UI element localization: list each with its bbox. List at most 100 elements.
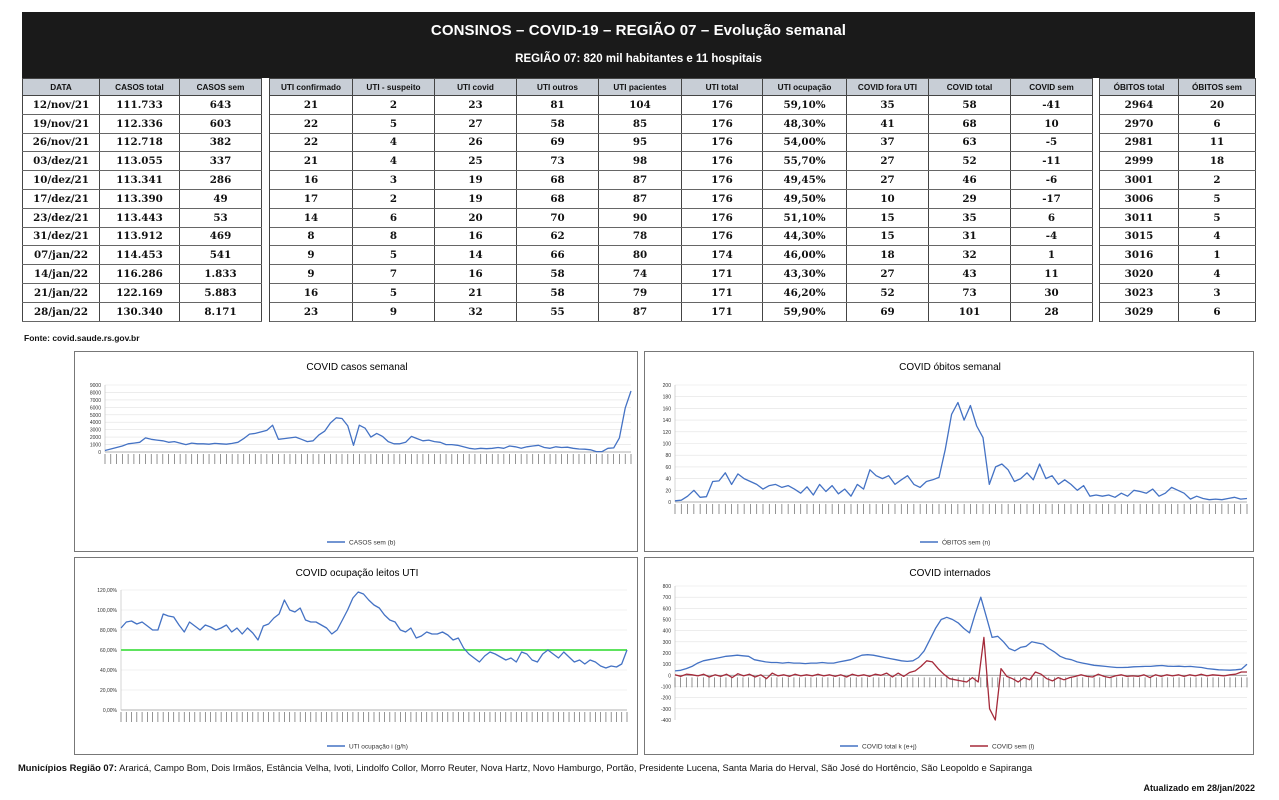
- y-tick-label: 0,00%: [103, 708, 118, 714]
- table-cell: 113.055: [99, 151, 180, 172]
- y-tick-label: 100: [663, 662, 672, 668]
- table-cell: 3006: [1099, 189, 1179, 209]
- y-tick-label: 60,00%: [100, 648, 118, 654]
- table-cell: 176: [681, 95, 763, 115]
- municipios-label: Municípios Região 07:: [18, 762, 117, 773]
- chart-title: COVID internados: [909, 568, 990, 579]
- table-cell: 176: [681, 170, 763, 190]
- table-cell: 43,30%: [762, 264, 847, 284]
- table-cell: 3029: [1099, 302, 1179, 322]
- table-cell: 16: [269, 283, 353, 303]
- table-cell: 176: [681, 189, 763, 209]
- y-tick-label: 300: [663, 640, 672, 646]
- table-cell: 3015: [1099, 227, 1179, 247]
- series-line-0: [674, 596, 1248, 672]
- table-row: 14/jan/22 116.286 1.833 9 7 16 58 74 171 43,30% 27…: [22, 264, 1256, 284]
- table-row: 26/nov/21 112.718 382 22 4 26 69 95 176 54,00% 37 6…: [22, 133, 1256, 153]
- table-cell: 1.833: [179, 264, 262, 284]
- table-cell: 31: [928, 227, 1011, 247]
- table-cell: 48,30%: [762, 114, 847, 134]
- table-cell: 2970: [1099, 114, 1179, 134]
- y-tick-label: 5000: [90, 413, 101, 419]
- table-cell: 5: [352, 114, 435, 134]
- table-cell: 113.912: [99, 227, 180, 247]
- table-cell: 70: [516, 208, 599, 228]
- column-gap: [1092, 208, 1100, 228]
- y-tick-label: 140: [663, 418, 672, 424]
- table-cell: 5: [1178, 189, 1256, 209]
- table-cell: 26/nov/21: [22, 133, 100, 153]
- table-cell: 15: [846, 227, 929, 247]
- table-cell: 87: [598, 302, 682, 322]
- table-cell: 73: [516, 151, 599, 172]
- table-cell: 35: [846, 95, 929, 115]
- table-cell: 17: [269, 189, 353, 209]
- table-cell: 49,50%: [762, 189, 847, 209]
- table-cell: 68: [516, 189, 599, 209]
- table-cell: 21: [269, 151, 353, 172]
- series-line-1: [674, 636, 1247, 721]
- table-cell: 21/jan/22: [22, 283, 100, 303]
- y-tick-label: 0: [668, 673, 671, 679]
- table-cell: 174: [681, 245, 763, 266]
- table-cell: 6: [1178, 114, 1256, 134]
- table-cell: 176: [681, 227, 763, 247]
- table-cell: 29: [928, 189, 1011, 209]
- y-tick-label: 2000: [90, 435, 101, 441]
- table-cell: 382: [179, 133, 262, 153]
- table-cell: 21: [269, 95, 353, 115]
- y-tick-label: 400: [663, 629, 672, 635]
- y-tick-label: 120,00%: [97, 588, 117, 594]
- table-cell: 3: [1178, 283, 1256, 303]
- table-cell: -6: [1010, 170, 1093, 190]
- y-tick-label: -400: [661, 718, 671, 724]
- table-cell: 32: [928, 245, 1011, 266]
- summary-sheet: CONSINOS – COVID-19 – REGIÃO 07 – Evoluç…: [22, 12, 1256, 322]
- table-cell: 21: [434, 283, 517, 303]
- column-header: UTI covid: [434, 78, 517, 96]
- y-tick-label: 7000: [90, 398, 101, 404]
- column-gap: [261, 114, 270, 134]
- column-gap: [261, 95, 270, 115]
- table-cell: 03/dez/21: [22, 151, 100, 172]
- table-cell: 122.169: [99, 283, 180, 303]
- table-cell: 5: [352, 283, 435, 303]
- table-cell: 176: [681, 151, 763, 172]
- column-gap: [1092, 151, 1100, 171]
- column-gap: [261, 78, 270, 96]
- table-cell: 5: [1178, 208, 1256, 228]
- table-cell: 46,00%: [762, 245, 847, 266]
- table-cell: 6: [1178, 302, 1256, 322]
- table-cell: 3023: [1099, 283, 1179, 303]
- table-cell: 2: [1178, 170, 1256, 190]
- legend-label: COVID sem (l): [992, 744, 1034, 751]
- y-tick-label: 1000: [90, 443, 101, 449]
- table-cell: 176: [681, 133, 763, 153]
- y-tick-label: 600: [663, 606, 672, 612]
- chart-obitos-semanal: COVID óbitos semanal 0 20 40 60 80 100 120 140 16…: [644, 351, 1254, 552]
- weekly-table: DATA CASOS total CASOS sem UTI confirmado UT…: [22, 78, 1256, 322]
- table-cell: 68: [516, 170, 599, 190]
- table-cell: 98: [598, 151, 682, 172]
- y-tick-label: 0: [668, 500, 671, 506]
- table-cell: 12/nov/21: [22, 95, 100, 115]
- y-tick-label: -300: [661, 707, 671, 713]
- table-cell: 1: [1010, 245, 1093, 266]
- table-cell: 15: [846, 208, 929, 228]
- table-cell: 101: [928, 302, 1011, 322]
- table-cell: 53: [179, 208, 262, 228]
- table-cell: 4: [1178, 227, 1256, 247]
- column-header: UTI total: [681, 78, 763, 96]
- table-cell: 49: [179, 189, 262, 209]
- table-cell: 07/jan/22: [22, 245, 100, 266]
- table-cell: 176: [681, 208, 763, 228]
- table-cell: 112.718: [99, 133, 180, 153]
- table-cell: 541: [179, 245, 262, 266]
- table-cell: 116.286: [99, 264, 180, 284]
- y-tick-label: 20: [665, 488, 671, 494]
- y-tick-label: 200: [663, 651, 672, 657]
- column-gap: [261, 151, 270, 171]
- column-header: CASOS sem: [179, 78, 262, 96]
- y-tick-label: 6000: [90, 405, 101, 411]
- table-row: 23/dez/21 113.443 53 14 6 20 70 90 176 51,10% 15 35…: [22, 208, 1256, 228]
